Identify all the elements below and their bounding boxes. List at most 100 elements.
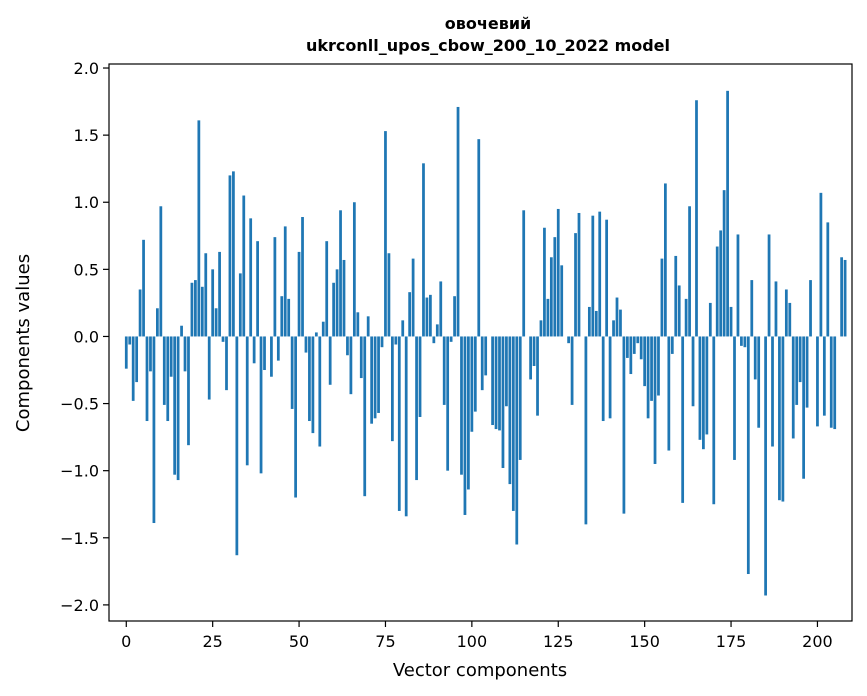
bar-163 [688, 206, 691, 337]
bar-7 [149, 336, 152, 372]
bar-32 [235, 336, 239, 556]
bar-19 [190, 282, 194, 337]
bar-149 [639, 336, 643, 360]
bar-14 [173, 336, 177, 475]
x-tick-label: 175 [716, 632, 747, 651]
plot-frame [108, 63, 853, 622]
bar-58 [325, 241, 329, 337]
bar-124 [553, 237, 557, 337]
bar-120 [539, 320, 543, 337]
bar-12 [166, 336, 170, 422]
bar-115 [522, 210, 526, 337]
bar-118 [532, 336, 536, 366]
bar-47 [287, 298, 291, 337]
bar-1 [128, 336, 132, 345]
bar-134 [587, 306, 591, 337]
bar-91 [439, 281, 443, 337]
y-tick-label: 2.0 [74, 59, 99, 78]
bar-40 [263, 336, 266, 371]
bar-64 [346, 336, 349, 356]
bar-133 [584, 336, 588, 525]
bar-87 [425, 297, 429, 337]
bar-121 [543, 227, 546, 337]
x-tick-label: 25 [202, 632, 222, 651]
bar-93 [446, 336, 450, 471]
bar-203 [826, 222, 830, 337]
bar-109 [501, 336, 505, 468]
bar-123 [549, 257, 553, 337]
bar-145 [625, 336, 629, 358]
bar-6 [145, 336, 149, 422]
chart-title-line2: ukrconll_upos_cbow_200_10_2022 model [306, 36, 670, 55]
bar-46 [283, 226, 287, 337]
bar-166 [698, 336, 702, 440]
bar-142 [615, 297, 619, 337]
bar-114 [518, 336, 522, 460]
bar-112 [511, 336, 515, 511]
y-tick-label: −2.0 [60, 596, 99, 615]
bar-59 [328, 336, 332, 385]
bar-204 [829, 336, 833, 428]
y-tick-label: 1.5 [74, 126, 99, 145]
bar-179 [743, 336, 747, 348]
bar-157 [667, 336, 671, 451]
bar-202 [822, 336, 826, 416]
bar-23 [204, 253, 208, 337]
y-axis-label: Components values [13, 254, 34, 432]
bars-group [124, 90, 847, 596]
bar-176 [733, 336, 736, 460]
y-tick-label: −0.5 [60, 395, 99, 414]
bar-135 [591, 215, 595, 337]
bar-63 [342, 259, 346, 337]
bar-153 [653, 336, 657, 464]
bar-60 [332, 282, 336, 337]
bar-72 [373, 336, 377, 419]
bar-39 [259, 336, 263, 474]
bar-21 [197, 120, 201, 337]
bar-9 [156, 308, 159, 337]
bar-146 [629, 336, 633, 375]
bar-186 [767, 234, 771, 337]
bar-156 [664, 183, 667, 337]
bar-208 [843, 259, 847, 337]
bar-17 [183, 336, 187, 372]
bar-188 [774, 281, 778, 337]
bar-88 [429, 294, 432, 337]
bar-167 [702, 336, 705, 450]
bar-190 [781, 336, 785, 502]
x-tick-label: 125 [543, 632, 574, 651]
bar-122 [546, 298, 550, 337]
bar-181 [750, 280, 754, 337]
bar-56 [318, 336, 322, 447]
y-tick-label: 1.0 [74, 193, 99, 212]
bar-155 [660, 258, 664, 337]
bar-31 [232, 171, 235, 337]
bar-13 [169, 336, 173, 377]
bar-18 [187, 336, 190, 446]
bar-71 [370, 336, 374, 424]
bar-175 [729, 306, 733, 337]
bar-159 [674, 255, 678, 337]
bar-82 [408, 292, 412, 337]
x-tick-label: 200 [802, 632, 833, 651]
bar-126 [560, 265, 564, 337]
bar-193 [791, 336, 795, 439]
bar-148 [636, 336, 640, 344]
x-tick-label: 75 [375, 632, 395, 651]
bar-151 [646, 336, 650, 419]
bar-107 [494, 336, 498, 430]
bar-174 [726, 90, 729, 337]
bar-108 [498, 336, 501, 431]
bar-57 [321, 321, 325, 337]
bar-195 [798, 336, 802, 383]
bar-70 [366, 316, 370, 337]
bar-54 [311, 336, 315, 434]
bar-42 [270, 336, 273, 377]
bar-8 [152, 336, 156, 524]
bar-119 [536, 336, 539, 416]
bar-90 [435, 324, 439, 337]
bar-129 [570, 336, 574, 405]
bar-24 [207, 336, 211, 400]
bar-52 [304, 336, 308, 353]
